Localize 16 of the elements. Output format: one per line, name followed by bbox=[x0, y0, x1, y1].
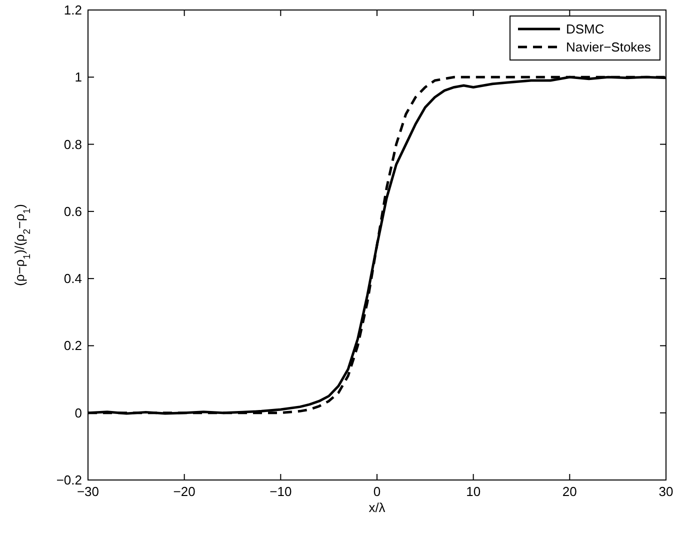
y-tick-label: 0.6 bbox=[64, 204, 82, 219]
y-tick-label: 0.8 bbox=[64, 136, 82, 152]
x-tick-label: 30 bbox=[658, 484, 674, 499]
y-tick-label: 1.2 bbox=[64, 2, 82, 18]
x-tick-label: 20 bbox=[562, 484, 577, 499]
x-tick-label: −20 bbox=[173, 484, 196, 499]
legend-label: Navier−Stokes bbox=[566, 40, 652, 54]
y-tick-label: 1 bbox=[74, 70, 82, 85]
y-tick-label: 0 bbox=[74, 405, 82, 420]
y-tick-label: 0.2 bbox=[64, 338, 82, 354]
x-axis-title: x/λ bbox=[368, 500, 386, 515]
x-tick-label: 0 bbox=[373, 484, 381, 499]
y-tick-label: 0.4 bbox=[64, 271, 82, 286]
legend-label: DSMC bbox=[566, 22, 604, 36]
x-tick-label: −10 bbox=[270, 484, 292, 499]
x-tick-label: 10 bbox=[466, 484, 481, 499]
